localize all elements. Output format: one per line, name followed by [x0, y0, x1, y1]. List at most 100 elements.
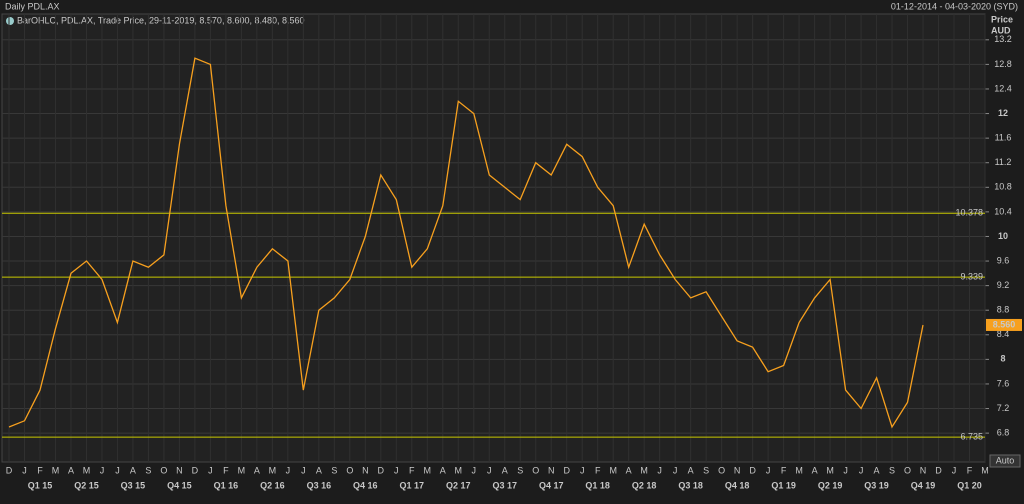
x-tick-label: S	[889, 465, 895, 475]
x-tick-label: J	[208, 465, 213, 475]
x-tick-label: N	[548, 465, 555, 475]
x-tick-label: J	[657, 465, 662, 475]
x-tick-label: O	[346, 465, 353, 475]
legend-icon	[6, 17, 14, 25]
quarter-label: Q3 15	[121, 480, 146, 490]
price-line	[8, 57, 924, 429]
level-label: 9.339	[960, 271, 983, 281]
level-label: 10.378	[955, 208, 983, 218]
quarter-label: Q1 17	[400, 480, 425, 490]
legend-text: BarOHLC, PDL.AX, Trade Price, 29-11-2019…	[17, 15, 305, 25]
quarter-label: Q1 18	[585, 480, 610, 490]
y-tick-label: 7.6	[997, 378, 1010, 388]
x-tick-label: J	[952, 465, 957, 475]
quarter-label: Q2 16	[260, 480, 285, 490]
x-tick-label: M	[609, 465, 617, 475]
x-tick-label: O	[904, 465, 911, 475]
x-tick-label: A	[68, 465, 74, 475]
x-tick-label: A	[688, 465, 694, 475]
x-tick-label: D	[192, 465, 199, 475]
x-tick-label: M	[795, 465, 803, 475]
x-tick-label: F	[37, 465, 43, 475]
x-tick-label: M	[455, 465, 463, 475]
x-tick-label: F	[781, 465, 787, 475]
y-tick-label: 13.2	[994, 34, 1012, 44]
quarter-label: Q4 18	[725, 480, 750, 490]
x-tick-label: D	[378, 465, 385, 475]
x-tick-label: J	[843, 465, 848, 475]
y-tick-label: 8	[1000, 354, 1005, 364]
chart-title: Daily PDL.AX	[5, 1, 60, 11]
x-tick-label: J	[394, 465, 399, 475]
y-tick-label: 6.8	[997, 427, 1010, 437]
x-tick-label: O	[532, 465, 539, 475]
x-tick-label: D	[563, 465, 570, 475]
x-tick-label: J	[286, 465, 291, 475]
auto-button-label[interactable]: Auto	[996, 455, 1015, 465]
x-tick-label: A	[316, 465, 322, 475]
x-tick-label: M	[981, 465, 989, 475]
quarter-label: Q2 17	[446, 480, 471, 490]
x-tick-label: M	[424, 465, 432, 475]
x-tick-label: S	[331, 465, 337, 475]
quarter-label: Q3 16	[307, 480, 332, 490]
y-tick-label: 10.4	[994, 206, 1012, 216]
x-tick-label: M	[826, 465, 834, 475]
x-tick-label: J	[766, 465, 771, 475]
x-tick-label: A	[254, 465, 260, 475]
y-axis-label: Price	[991, 14, 1013, 24]
x-tick-label: J	[580, 465, 585, 475]
x-tick-label: J	[673, 465, 678, 475]
quarter-label: Q4 17	[539, 480, 564, 490]
x-tick-label: A	[626, 465, 632, 475]
y-tick-label: 8.4	[997, 329, 1010, 339]
quarter-label: Q4 19	[911, 480, 936, 490]
quarter-label: Q4 15	[167, 480, 192, 490]
x-tick-label: N	[734, 465, 741, 475]
quarter-label: Q3 17	[492, 480, 517, 490]
x-tick-label: F	[595, 465, 601, 475]
x-tick-label: N	[362, 465, 369, 475]
level-label: 6.735	[960, 431, 983, 441]
x-tick-label: J	[100, 465, 105, 475]
quarter-label: Q2 19	[818, 480, 843, 490]
x-tick-label: O	[160, 465, 167, 475]
x-tick-label: D	[935, 465, 942, 475]
x-tick-label: A	[440, 465, 446, 475]
x-tick-label: F	[409, 465, 415, 475]
y-axis-unit: AUD	[991, 25, 1011, 35]
x-tick-label: A	[130, 465, 136, 475]
x-tick-label: J	[487, 465, 492, 475]
y-tick-label: 11.6	[995, 133, 1012, 143]
y-tick-label: 12.8	[994, 59, 1012, 69]
x-tick-label: M	[238, 465, 246, 475]
x-tick-label: M	[52, 465, 60, 475]
x-tick-label: S	[517, 465, 523, 475]
x-tick-label: D	[749, 465, 756, 475]
plot-area	[1, 13, 986, 463]
y-tick-label: 9.6	[997, 255, 1010, 265]
quarter-label: Q2 18	[632, 480, 657, 490]
y-tick-label: 12.4	[994, 83, 1012, 93]
x-tick-label: N	[920, 465, 927, 475]
quarter-label: Q1 15	[28, 480, 53, 490]
y-tick-label: 12	[998, 108, 1008, 118]
x-tick-label: O	[718, 465, 725, 475]
quarter-label: Q3 19	[864, 480, 889, 490]
last-price-box	[986, 318, 1022, 331]
x-tick-label: J	[859, 465, 864, 475]
x-tick-label: S	[145, 465, 151, 475]
x-tick-label: F	[223, 465, 229, 475]
quarter-label: Q1 19	[771, 480, 796, 490]
quarter-label: Q1 16	[214, 480, 239, 490]
x-tick-label: N	[176, 465, 183, 475]
auto-button[interactable]	[989, 454, 1021, 468]
x-tick-label: F	[967, 465, 973, 475]
x-tick-label: A	[812, 465, 818, 475]
x-tick-label: A	[502, 465, 508, 475]
x-tick-label: J	[472, 465, 477, 475]
quarter-label: Q4 16	[353, 480, 378, 490]
quarter-label: Q2 15	[74, 480, 99, 490]
y-tick-label: 7.2	[997, 403, 1010, 413]
